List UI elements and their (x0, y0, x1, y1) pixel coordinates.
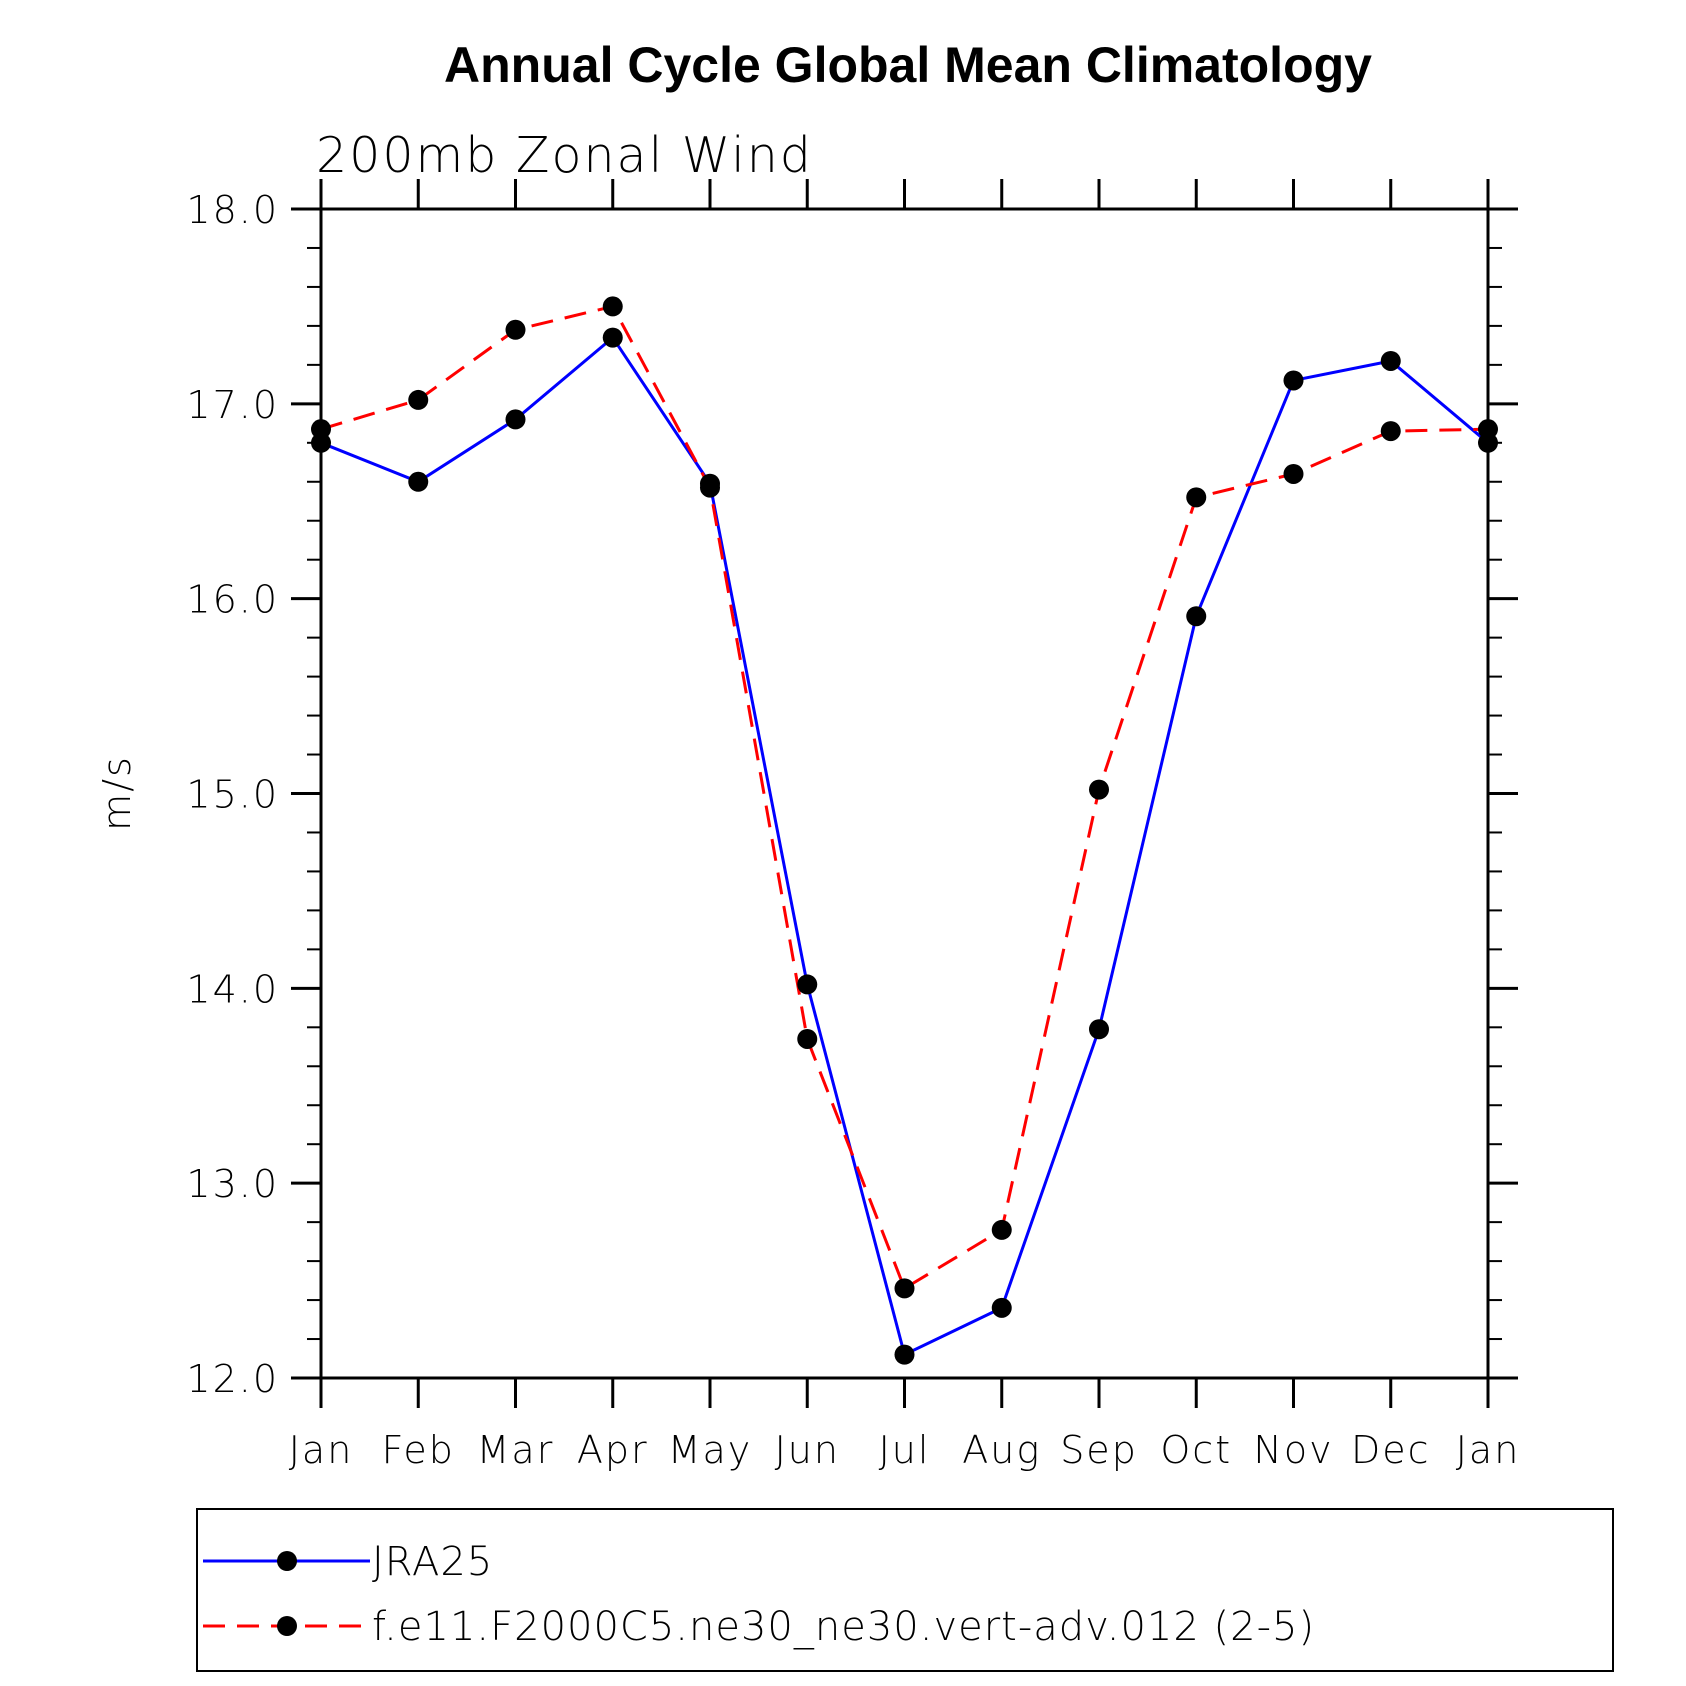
series-1-point (1089, 1019, 1109, 1040)
series-layer (311, 296, 1498, 1365)
series-1-point (408, 471, 429, 492)
series-1-point (1186, 606, 1207, 627)
x-tick-label: Apr (577, 1428, 649, 1472)
x-tick-label: Nov (1253, 1428, 1333, 1472)
series-1-point (1380, 350, 1401, 371)
series-2-point (1089, 779, 1109, 800)
x-tick-label: Jul (879, 1428, 931, 1472)
y-axis-label: m/s (95, 755, 139, 831)
series-2-point (602, 296, 623, 317)
y-tick-label: 14.0 (186, 967, 279, 1011)
legend: JRA25 f.e11.F2000C5.ne30_ne30.vert-adv.01… (196, 1508, 1614, 1672)
chart-title: Annual Cycle Global Mean Climatology (444, 37, 1372, 93)
series-1-point (602, 327, 623, 348)
y-tick-label: 12.0 (186, 1357, 279, 1401)
series-2-point (991, 1219, 1012, 1240)
series-2-point (311, 419, 331, 440)
series-2-point (1380, 421, 1401, 442)
x-tick-label: Jun (775, 1428, 840, 1472)
plot-frame (319, 207, 1490, 1380)
x-tick-label: Dec (1351, 1428, 1431, 1472)
series-1-point (991, 1297, 1012, 1318)
series-line-2 (320, 304, 1489, 1291)
series-1-point (505, 409, 526, 430)
series-2-point (797, 1028, 818, 1049)
series-2-point (894, 1278, 915, 1299)
x-tick-label: Oct (1160, 1428, 1232, 1472)
legend-marker-2 (277, 1616, 297, 1636)
series-2-point (1478, 419, 1498, 440)
series-2-point (408, 389, 429, 410)
chart-subtitle: 200mb Zonal Wind (316, 127, 813, 184)
x-tick-label: Feb (382, 1428, 455, 1472)
series-2-point (700, 477, 720, 498)
y-tick-label: 17.0 (186, 383, 279, 427)
series-2-point (505, 319, 526, 340)
legend-label-1: JRA25 (372, 1539, 493, 1585)
y-tick-label: 15.0 (186, 773, 279, 817)
series-line-1 (320, 335, 1489, 1357)
x-tick-label: May (668, 1428, 753, 1472)
x-tick-label: Mar (477, 1428, 555, 1472)
y-tick-label: 18.0 (186, 188, 279, 232)
x-tick-label: Aug (962, 1428, 1041, 1472)
series-1-point (1283, 370, 1304, 391)
y-tick-label: 16.0 (186, 578, 279, 622)
x-tick-label: Jan (1456, 1428, 1521, 1472)
x-tick-label: Sep (1060, 1428, 1138, 1472)
plot-axes: 12.0 13.0 14.0 15.0 16.0 17.0 18.0 Jan Feb Mar Apr… (186, 179, 1521, 1472)
legend-marker-1 (277, 1551, 297, 1571)
legend-label-2: f.e11.F2000C5.ne30_ne30.vert-adv.012 (2-… (372, 1604, 1315, 1650)
series-2-point (1283, 463, 1304, 484)
series-1-point (894, 1344, 915, 1365)
series-1-point (797, 974, 818, 995)
legend-box (196, 1508, 1614, 1672)
x-tick-label: Jan (289, 1428, 354, 1472)
y-tick-label: 13.0 (186, 1162, 279, 1206)
series-2-point (1186, 487, 1207, 508)
